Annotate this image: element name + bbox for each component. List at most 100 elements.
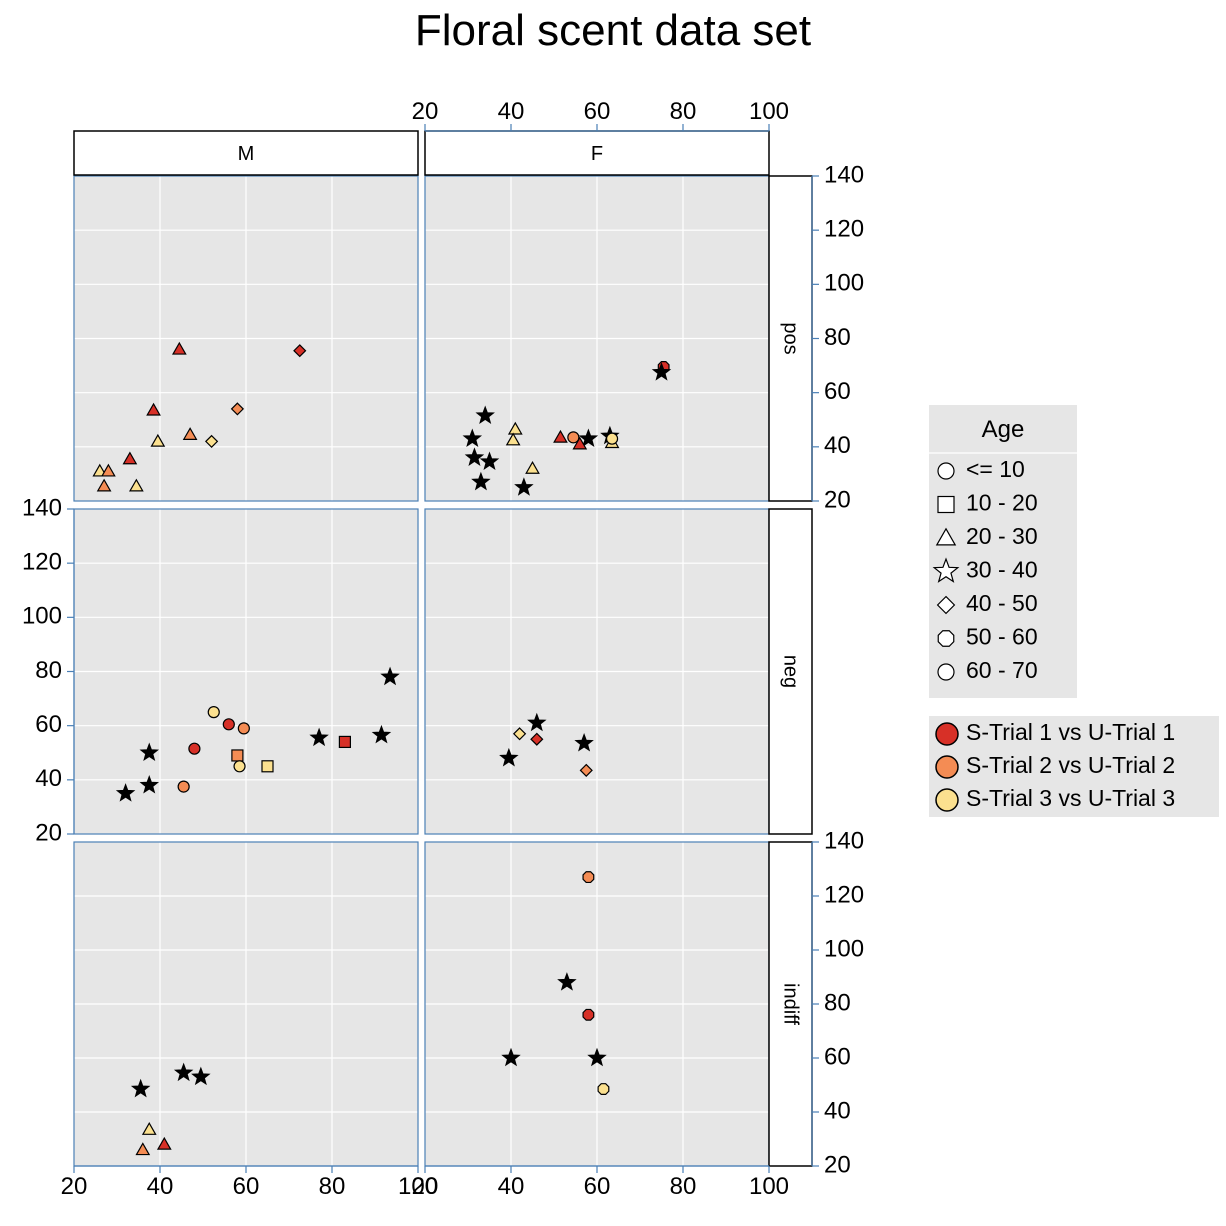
y-tick-label: 80 [35,657,62,684]
data-point-star [130,1078,151,1098]
data-point-star [651,362,672,381]
data-point-square [338,735,351,749]
x-axis: 20 40 60 80 100 [61,1165,438,1200]
data-point-circle [207,706,220,719]
legend-octagon-icon [937,630,955,647]
data-point-triangle [505,432,521,446]
x-tick-label: 80 [670,98,697,125]
data-point-octagon [582,871,595,884]
data-point-circle [605,432,619,445]
data-point-star [471,471,491,491]
data-point-diamond [230,402,245,416]
y-tick-label: 100 [824,935,864,962]
data-point-star [475,405,495,424]
y-tick-label: 20 [824,486,851,513]
color-legend-label: S-Trial 1 vs U-Trial 1 [966,719,1175,745]
strip-column-F [424,130,770,176]
data-point-triangle [92,463,108,477]
points-F-indiff [501,871,610,1095]
strip-label: F [591,143,603,165]
chart-title: Floral scent data set [415,6,811,55]
panel-M-pos [73,175,419,502]
data-point-diamond [512,727,527,741]
data-point-star [139,742,159,762]
legend-triangle-icon [935,527,957,546]
y-tick-label: 80 [824,989,851,1016]
legend-color-swatch [935,788,959,812]
y-tick-label: 20 [35,819,62,846]
x-tick-label: 100 [398,1173,438,1200]
shape-legend-label: <= 10 [966,456,1025,482]
y-tick-label: 140 [824,161,864,188]
data-point-circle [188,742,201,755]
data-point-star [115,783,136,802]
x-tick-label: 100 [749,1173,789,1200]
data-point-triangle [525,460,540,474]
y-tick-label: 60 [824,378,851,405]
color-legend-box [929,716,1219,817]
data-point-diamond [579,763,593,777]
x-axis: 20 40 60 80 100 [412,98,789,132]
data-point-diamond [204,434,219,449]
data-point-star [501,1047,521,1067]
legend-star-icon [932,557,960,583]
data-point-star [462,428,483,447]
y-tick-label: 60 [824,1043,851,1070]
data-point-diamond [293,344,307,358]
strip-row-neg [768,508,813,835]
panel-F-pos [424,175,770,502]
data-point-triangle [182,427,198,440]
points-F-pos [462,361,672,496]
strip-row-pos [768,175,813,502]
color-legend-label: S-Trial 3 vs U-Trial 3 [966,785,1175,811]
shape-legend-label: 30 - 40 [966,557,1038,583]
data-point-star [173,1062,194,1082]
panel-M-indiff [73,841,419,1167]
data-point-circle [177,780,190,793]
y-tick-label: 40 [824,432,851,459]
panel-F-indiff [424,841,770,1167]
y-tick-label: 120 [824,216,864,243]
shape-legend-title: Age [982,416,1025,443]
shape-legend-label: 10 - 20 [966,490,1038,516]
data-point-star [514,477,534,496]
x-tick-label: 20 [412,98,439,125]
data-point-star [139,775,159,794]
y-tick-label: 100 [22,603,62,630]
points-M-pos [92,341,307,492]
x-tick-label: 60 [584,98,611,125]
y-axis: 20 40 60 80 100 120 140 [811,161,864,513]
data-point-triangle [507,421,523,435]
y-tick-label: 120 [824,881,864,908]
points-M-indiff [130,1062,211,1156]
y-tick-label: 20 [824,1151,851,1178]
legend: Age <= 10 10 - 20 20 - 30 30 - 40 40 - 50 50 -… [929,405,1219,817]
x-tick-label: 40 [498,98,525,125]
y-tick-label: 40 [35,765,62,792]
data-point-octagon [582,1008,595,1021]
legend-color-swatch [935,722,959,746]
x-axis: 20 40 60 80 100 [412,1165,789,1200]
data-point-triangle [128,478,144,492]
data-point-star [191,1066,211,1086]
y-axis: 20 40 60 80 100 120 140 [811,827,864,1178]
legend-circle-icon [937,663,955,681]
strip-row-indiff [768,841,813,1167]
y-tick-label: 100 [824,270,864,297]
data-point-star [479,451,500,471]
strip-label: M [238,143,255,165]
shape-legend-label: 50 - 60 [966,624,1038,650]
data-point-star [380,666,400,686]
shape-legend-label: 40 - 50 [966,590,1038,616]
data-point-triangle [150,433,166,447]
strip-label: neg [780,655,802,688]
points-F-neg [499,712,594,777]
legend-diamond-icon [936,595,956,615]
panel-F-neg [424,508,770,835]
x-tick-label: 60 [584,1173,611,1200]
x-tick-label: 40 [147,1173,174,1200]
y-tick-label: 40 [824,1097,851,1124]
x-tick-label: 20 [61,1173,88,1200]
data-point-triangle [171,341,187,355]
